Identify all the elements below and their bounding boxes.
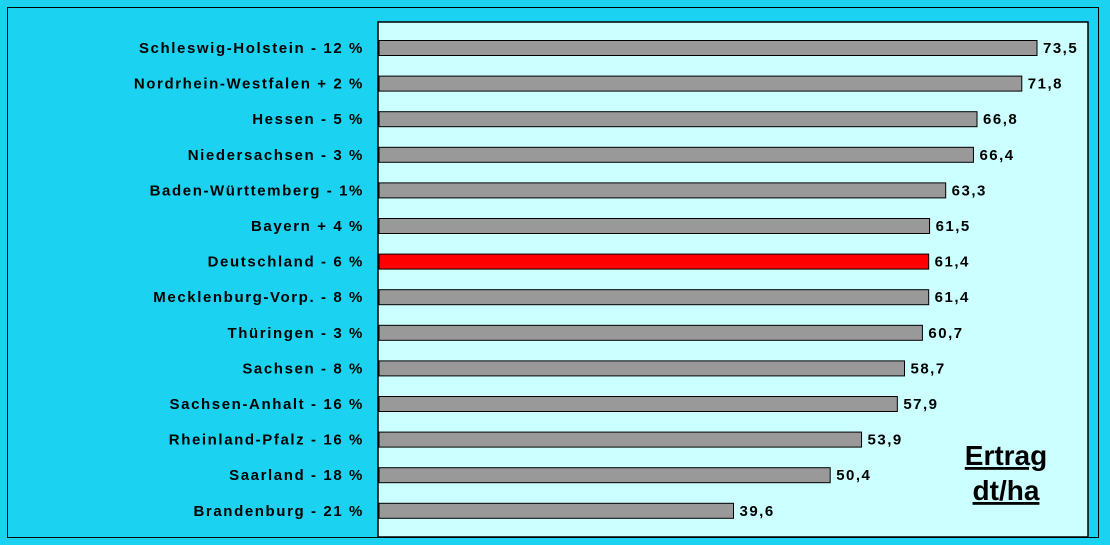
category-label-12: Saarland - 18 % (229, 467, 364, 484)
value-label-6: 61,4 (935, 254, 970, 271)
plot-area (377, 21, 1089, 538)
category-label-0: Schleswig-Holstein - 12 % (139, 40, 364, 57)
chart-frame: Schleswig-Holstein - 12 % Nordrhein-Westf… (7, 7, 1099, 538)
category-labels: Schleswig-Holstein - 12 % Nordrhein-Westf… (134, 40, 365, 520)
category-label-9: Sachsen - 8 % (242, 360, 364, 377)
category-label-6: Deutschland - 6 % (208, 254, 364, 271)
value-label-5: 61,5 (936, 218, 971, 235)
category-label-11: Rheinland-Pfalz - 16 % (169, 432, 364, 449)
unit-label-line2: dt/ha (973, 475, 1040, 506)
value-label-1: 71,8 (1028, 76, 1063, 93)
unit-label-line1: Ertrag (965, 440, 1047, 471)
value-label-8: 60,7 (928, 325, 963, 342)
category-label-5: Bayern + 4 % (251, 218, 364, 235)
bars (378, 40, 1038, 519)
value-label-13: 39,6 (740, 503, 775, 520)
bar-13 (378, 502, 735, 519)
value-label-11: 53,9 (868, 432, 903, 449)
category-label-13: Brandenburg - 21 % (194, 503, 365, 520)
category-label-3: Niedersachsen - 3 % (188, 147, 364, 164)
category-label-8: Thüringen - 3 % (228, 325, 365, 342)
bar-chart: Schleswig-Holstein - 12 % Nordrhein-Westf… (134, 21, 1089, 538)
category-label-4: Baden-Württemberg - 1% (150, 182, 364, 199)
bar-10 (378, 396, 898, 412)
bar-9 (378, 360, 906, 377)
value-label-2: 66,8 (983, 111, 1018, 128)
bar-0 (378, 40, 1038, 56)
value-label-4: 63,3 (952, 182, 987, 199)
value-labels: 73,5 71,8 66,8 66,4 63,3 61,5 61,4 61,4 60,7 58,7… (740, 40, 1078, 520)
bar-1 (378, 75, 1023, 92)
value-label-10: 57,9 (903, 396, 938, 413)
bar-4 (378, 182, 947, 199)
category-label-1: Nordrhein-Westfalen + 2 % (134, 76, 364, 93)
bar-2 (378, 111, 978, 128)
bar-11 (378, 431, 863, 448)
value-label-12: 50,4 (836, 467, 871, 484)
category-label-2: Hessen - 5 % (252, 111, 364, 128)
bar-3 (378, 146, 974, 163)
value-label-9: 58,7 (911, 360, 946, 377)
category-label-10: Sachsen-Anhalt - 16 % (170, 396, 364, 413)
category-label-7: Mecklenburg-Vorp. - 8 % (153, 289, 364, 306)
bar-5 (378, 218, 931, 234)
bar-7 (378, 289, 930, 306)
value-label-7: 61,4 (935, 289, 970, 306)
bar-6 (378, 253, 930, 270)
value-label-0: 73,5 (1043, 40, 1078, 57)
bar-8 (378, 324, 923, 341)
bar-12 (378, 467, 831, 484)
value-label-3: 66,4 (979, 147, 1014, 164)
